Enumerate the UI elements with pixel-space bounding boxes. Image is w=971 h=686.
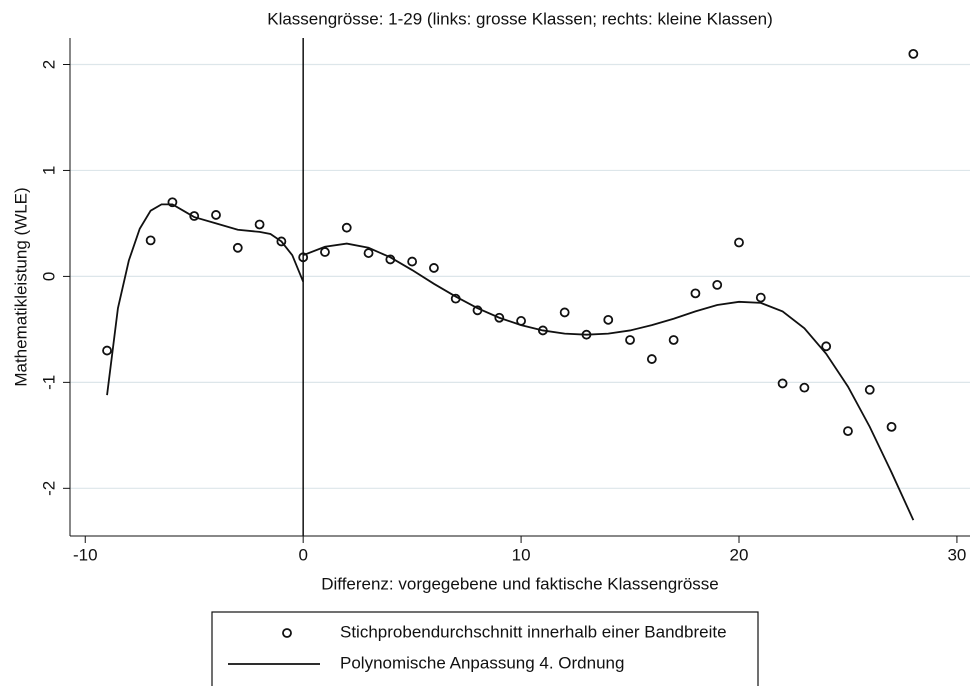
data-point <box>777 378 788 389</box>
data-point <box>668 335 679 345</box>
data-point <box>603 314 614 325</box>
y-tick-label: -1 <box>39 375 58 390</box>
data-point <box>843 426 853 437</box>
x-axis-label: Differenz: vorgegebene und faktische Kla… <box>321 574 719 593</box>
legend-label: Stichprobendurchschnitt innerhalb einer … <box>340 622 727 641</box>
x-tick-label: 10 <box>512 545 531 564</box>
legend-marker <box>282 628 292 638</box>
x-tick-label: 30 <box>947 545 966 564</box>
legend-box <box>211 611 759 686</box>
chart-title: Klassengrösse: 1-29 (links: grosse Klass… <box>267 9 773 28</box>
data-point <box>189 211 200 221</box>
data-point <box>102 345 112 356</box>
x-tick-label: 0 <box>298 545 307 564</box>
data-point <box>298 252 309 263</box>
data-point <box>712 279 723 290</box>
data-point <box>886 421 897 432</box>
data-point <box>559 307 570 318</box>
data-point <box>494 312 505 323</box>
legend-label: Polynomische Anpassung 4. Ordnung <box>340 653 624 672</box>
data-point <box>799 382 810 393</box>
data-point <box>646 354 657 364</box>
data-point <box>908 48 919 59</box>
fit-line <box>106 203 915 521</box>
data-point <box>276 236 287 247</box>
data-point <box>734 237 744 248</box>
data-point <box>821 341 832 352</box>
data-point <box>864 384 875 395</box>
data-point <box>167 197 178 208</box>
y-tick-label: 0 <box>39 272 58 281</box>
data-point <box>429 263 439 273</box>
y-axis-label: Mathematikleistung (WLE) <box>11 187 30 386</box>
data-point <box>625 335 635 345</box>
data-point <box>254 219 265 230</box>
data-point <box>211 210 221 220</box>
x-tick-label: -10 <box>73 545 98 564</box>
data-point <box>145 235 156 246</box>
data-point <box>320 247 330 257</box>
data-point <box>755 292 766 303</box>
data-point <box>363 248 374 258</box>
x-tick-label: 20 <box>730 545 749 564</box>
data-point <box>341 222 352 233</box>
y-tick-label: 2 <box>39 60 58 69</box>
y-tick-label: -2 <box>39 481 58 496</box>
data-point <box>232 242 243 253</box>
y-tick-label: 1 <box>39 166 58 175</box>
data-point <box>407 256 418 267</box>
data-point <box>690 288 701 299</box>
